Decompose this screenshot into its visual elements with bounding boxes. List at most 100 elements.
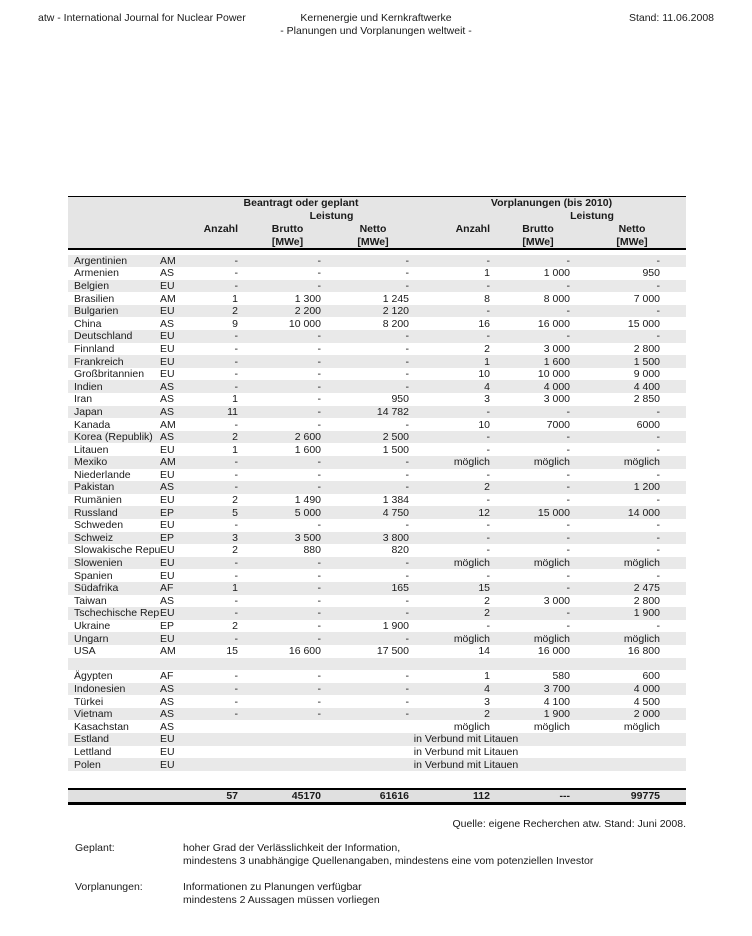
value-cell: 1 [185, 393, 246, 406]
value-cell: - [329, 367, 417, 381]
value-cell: 11 [185, 405, 246, 419]
region-cell: AS [160, 430, 185, 444]
value-cell: 1 [417, 355, 498, 368]
value-cell: - [246, 330, 329, 343]
value-cell: - [185, 707, 246, 721]
value-cell: möglich [498, 720, 578, 734]
value-cell: 15 000 [498, 506, 578, 519]
country-cell: Litauen [68, 443, 160, 456]
value-cell: 1 [417, 267, 498, 280]
value-cell: 14 782 [329, 405, 417, 419]
value-cell: 1 600 [246, 443, 329, 456]
country-cell: Indonesien [68, 682, 160, 696]
value-cell: - [185, 569, 246, 582]
value-cell: - [185, 418, 246, 431]
value-cell: - [246, 418, 329, 431]
table-row: Japan AS 11-14 782- - - [68, 405, 686, 419]
country-cell: Türkei [68, 695, 160, 708]
table-row: USA AM 15 16 600 17 500 14 16 000 16 800 [68, 644, 686, 658]
value-cell: 950 [578, 267, 686, 280]
value-cell: - [185, 254, 246, 268]
col-header-netto-1: Netto [329, 222, 417, 236]
table-row: Litauen EU 1 1 600 1 500- - - [68, 443, 686, 456]
value-cell: 1 [417, 670, 498, 683]
value-cell: - [498, 544, 578, 557]
value-cell: möglich [498, 632, 578, 645]
value-cell: - [329, 707, 417, 721]
table-row: Slowakische Repub EU 2 880 820- - - [68, 544, 686, 557]
value-cell: 3 000 [498, 342, 578, 356]
subheader-leistung-1: Leistung [246, 209, 417, 223]
value-cell: - [578, 430, 686, 444]
table-row: Indonesien AS - - -4 3 700 4 000 [68, 682, 686, 696]
country-cell: Ägypten [68, 670, 160, 683]
value-cell: 880 [246, 544, 329, 557]
value-cell: - [329, 330, 417, 343]
region-cell: AF [160, 581, 185, 595]
value-cell: - [417, 468, 498, 482]
value-cell: - [246, 367, 329, 381]
country-cell: Belgien [68, 279, 160, 293]
subheader-row: Leistung Leistung [68, 209, 686, 223]
value-cell: - [329, 342, 417, 356]
value-cell: - [578, 569, 686, 582]
region-cell: AS [160, 720, 185, 734]
group-header-beantragt: Beantragt oder geplant [185, 196, 417, 210]
document-title-line2: - Planungen und Vorplanungen weltweit - [280, 25, 472, 37]
value-cell: 15 [417, 581, 498, 595]
table-row: Ungarn EU - - - möglich möglich möglich [68, 632, 686, 645]
region-cell: EU [160, 745, 185, 759]
value-cell: - [246, 682, 329, 696]
value-cell: - [329, 594, 417, 608]
value-cell: 14 000 [578, 506, 686, 519]
value-cell: möglich [578, 556, 686, 570]
region-cell: EU [160, 632, 185, 645]
empty-value-cell [185, 733, 246, 746]
value-cell: 2 [185, 493, 246, 507]
region-cell: EU [160, 443, 185, 456]
value-cell: - [185, 468, 246, 482]
value-cell: - [578, 304, 686, 318]
country-cell: Kanada [68, 418, 160, 431]
table-row: Armenien AS - - -1 1 000 950 [68, 267, 686, 280]
verbund-note-cell: in Verbund mit Litauen [246, 745, 686, 759]
value-cell: - [246, 405, 329, 419]
value-cell: 600 [578, 670, 686, 683]
region-cell: EU [160, 544, 185, 557]
value-cell: - [185, 556, 246, 570]
table-row: Ägypten AF - - -1 580 600 [68, 670, 686, 683]
country-cell: Rumänien [68, 493, 160, 507]
value-cell: 2 800 [578, 594, 686, 608]
region-cell: EP [160, 619, 185, 633]
value-cell: 16 000 [498, 317, 578, 331]
value-cell: - [246, 380, 329, 394]
table-row: China AS 9 10 000 8 200 16 16 000 15 000 [68, 317, 686, 331]
value-cell: - [246, 707, 329, 721]
value-cell: - [578, 330, 686, 343]
value-cell: - [329, 380, 417, 394]
table-row: Indien AS - - -4 4 000 4 400 [68, 380, 686, 394]
value-cell: 3 000 [498, 594, 578, 608]
value-cell: 3 [417, 695, 498, 708]
col-header-anzahl-2: Anzahl [417, 222, 498, 236]
total-netto-1: 61616 [329, 788, 417, 806]
value-cell: 1 000 [498, 267, 578, 280]
value-cell: 2 [417, 607, 498, 620]
region-cell: EU [160, 330, 185, 343]
table-body: Argentinien AM - - - - - - Armenien AS - - -1 1 000 95… [68, 254, 686, 784]
region-cell: AM [160, 292, 185, 305]
value-cell: - [329, 267, 417, 280]
column-header-row: Anzahl Brutto Netto Anzahl Brutto Netto [68, 222, 686, 236]
table-row: Deutschland EU - - - - - - [68, 330, 686, 343]
value-cell: - [246, 267, 329, 280]
value-cell: - [498, 304, 578, 318]
region-cell: EP [160, 531, 185, 545]
region-cell: AM [160, 644, 185, 658]
country-cell: Russland [68, 506, 160, 519]
value-cell: 17 500 [329, 644, 417, 658]
value-cell: 2 [417, 707, 498, 721]
value-cell: - [246, 581, 329, 595]
value-cell: - [417, 254, 498, 268]
country-cell: Brasilien [68, 292, 160, 305]
empty-header-cell [68, 222, 185, 236]
